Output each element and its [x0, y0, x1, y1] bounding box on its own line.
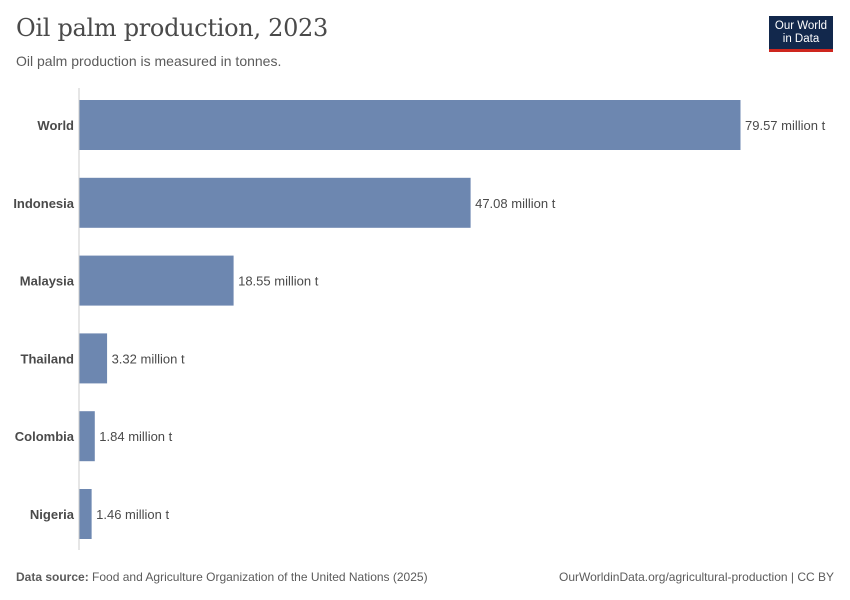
value-label: 3.32 million t	[112, 351, 185, 366]
value-label: 79.57 million t	[745, 118, 826, 133]
chart-title: Oil palm production, 2023	[16, 14, 329, 42]
category-label: Thailand	[21, 351, 75, 366]
value-label: 47.08 million t	[475, 196, 556, 211]
value-label: 18.55 million t	[238, 274, 319, 289]
value-label: 1.46 million t	[96, 507, 169, 522]
source-label: Data source:	[16, 570, 89, 584]
bar-colombia[interactable]	[79, 411, 95, 462]
value-label: 1.84 million t	[99, 429, 172, 444]
bar-indonesia[interactable]	[79, 177, 471, 228]
source-url[interactable]: OurWorldinData.org/agricultural-producti…	[558, 570, 834, 584]
bar-nigeria[interactable]	[79, 489, 92, 539]
bar-world[interactable]	[79, 100, 741, 150]
category-label: Indonesia	[13, 196, 74, 211]
data-source: Data source: Food and Agriculture Organi…	[16, 570, 428, 584]
owid-logo[interactable]: Our World in Data	[769, 16, 833, 52]
source-text: Food and Agriculture Organization of the…	[92, 570, 428, 584]
category-label: World	[37, 118, 74, 133]
category-label: Colombia	[15, 429, 75, 444]
bar-malaysia[interactable]	[79, 255, 234, 306]
category-label: Nigeria	[30, 507, 75, 522]
category-label: Malaysia	[20, 274, 75, 289]
bar-thailand[interactable]	[79, 333, 108, 384]
chart-subtitle: Oil palm production is measured in tonne…	[16, 53, 282, 69]
